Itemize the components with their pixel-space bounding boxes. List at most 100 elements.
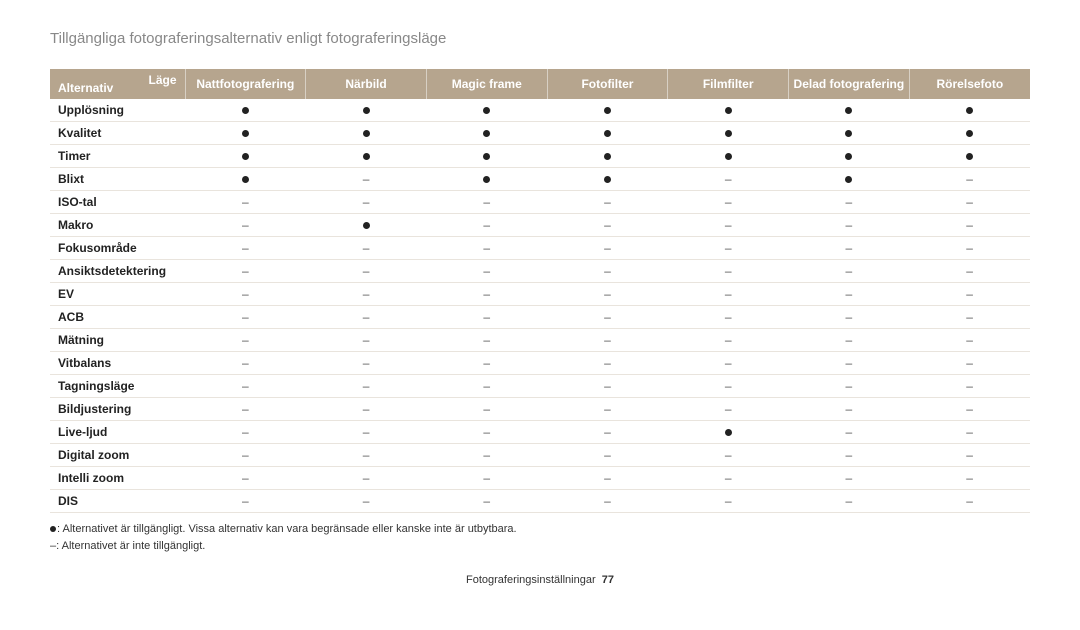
dash-icon: – bbox=[242, 264, 249, 278]
cell: – bbox=[789, 329, 910, 352]
cell: – bbox=[789, 260, 910, 283]
table-row: DIS––––––– bbox=[50, 490, 1030, 513]
cell: – bbox=[185, 467, 306, 490]
dash-icon: – bbox=[483, 264, 490, 278]
cell: – bbox=[306, 168, 427, 191]
cell bbox=[185, 122, 306, 145]
cell bbox=[909, 99, 1030, 122]
dash-icon: – bbox=[242, 471, 249, 485]
dash-icon: – bbox=[242, 241, 249, 255]
table-row: Live-ljud–––––– bbox=[50, 421, 1030, 444]
footer-page-number: 77 bbox=[602, 574, 614, 586]
cell bbox=[306, 214, 427, 237]
cell: – bbox=[668, 490, 789, 513]
cell: – bbox=[547, 191, 668, 214]
cell: – bbox=[668, 168, 789, 191]
dash-icon: – bbox=[725, 471, 732, 485]
cell: – bbox=[306, 283, 427, 306]
cell: – bbox=[789, 375, 910, 398]
cell bbox=[306, 145, 427, 168]
cell: – bbox=[789, 490, 910, 513]
dash-icon: – bbox=[966, 494, 973, 508]
cell: – bbox=[306, 398, 427, 421]
dash-icon: – bbox=[966, 264, 973, 278]
row-label: Live-ljud bbox=[50, 421, 185, 444]
col-header: Rörelsefoto bbox=[909, 69, 1030, 99]
dash-icon: – bbox=[725, 333, 732, 347]
row-label: Mätning bbox=[50, 329, 185, 352]
dash-icon: – bbox=[604, 264, 611, 278]
cell bbox=[789, 145, 910, 168]
cell bbox=[185, 145, 306, 168]
table-row: Blixt––– bbox=[50, 168, 1030, 191]
cell bbox=[668, 99, 789, 122]
dash-icon: – bbox=[242, 218, 249, 232]
dash-icon: – bbox=[846, 310, 853, 324]
cell: – bbox=[547, 375, 668, 398]
cell: – bbox=[426, 329, 547, 352]
cell: – bbox=[185, 260, 306, 283]
cell: – bbox=[426, 260, 547, 283]
dash-icon: – bbox=[966, 425, 973, 439]
row-label: EV bbox=[50, 283, 185, 306]
cell: – bbox=[909, 329, 1030, 352]
dash-icon: – bbox=[966, 402, 973, 416]
col-header: Närbild bbox=[306, 69, 427, 99]
table-row: Mätning––––––– bbox=[50, 329, 1030, 352]
cell: – bbox=[668, 283, 789, 306]
legend-text-1: : Alternativet är tillgängligt. Vissa al… bbox=[57, 523, 517, 535]
cell: – bbox=[185, 444, 306, 467]
dash-icon: – bbox=[604, 379, 611, 393]
row-label: Vitbalans bbox=[50, 352, 185, 375]
dot-icon bbox=[604, 130, 611, 137]
cell bbox=[668, 122, 789, 145]
dash-icon: – bbox=[363, 379, 370, 393]
row-label: Ansiktsdetektering bbox=[50, 260, 185, 283]
dash-icon: – bbox=[725, 218, 732, 232]
dash-icon: – bbox=[242, 494, 249, 508]
cell bbox=[185, 168, 306, 191]
dash-icon: – bbox=[363, 402, 370, 416]
cell: – bbox=[185, 191, 306, 214]
cell: – bbox=[668, 191, 789, 214]
dot-icon bbox=[363, 222, 370, 229]
dash-icon: – bbox=[483, 356, 490, 370]
cell: – bbox=[668, 329, 789, 352]
row-label: Bildjustering bbox=[50, 398, 185, 421]
col-header: Filmfilter bbox=[668, 69, 789, 99]
dot-icon bbox=[50, 526, 56, 532]
header-mode-label: Läge bbox=[148, 73, 176, 87]
cell: – bbox=[909, 352, 1030, 375]
row-label: Fokusområde bbox=[50, 237, 185, 260]
dot-icon bbox=[604, 107, 611, 114]
dash-icon: – bbox=[846, 287, 853, 301]
dash-icon: – bbox=[604, 356, 611, 370]
dash-icon: – bbox=[363, 241, 370, 255]
dash-icon: – bbox=[604, 494, 611, 508]
cell: – bbox=[909, 375, 1030, 398]
dash-icon: – bbox=[604, 471, 611, 485]
dash-icon: – bbox=[966, 172, 973, 186]
cell: – bbox=[426, 191, 547, 214]
dash-icon: – bbox=[483, 195, 490, 209]
dot-icon bbox=[483, 107, 490, 114]
dash-icon: – bbox=[846, 448, 853, 462]
table-row: Makro–––––– bbox=[50, 214, 1030, 237]
dash-icon: – bbox=[363, 356, 370, 370]
row-label: Intelli zoom bbox=[50, 467, 185, 490]
cell: – bbox=[426, 375, 547, 398]
dash-icon: – bbox=[242, 195, 249, 209]
dash-icon: – bbox=[483, 448, 490, 462]
dot-icon bbox=[845, 107, 852, 114]
dash-icon: – bbox=[846, 195, 853, 209]
cell: – bbox=[306, 237, 427, 260]
cell bbox=[547, 122, 668, 145]
dot-icon bbox=[242, 107, 249, 114]
cell: – bbox=[668, 237, 789, 260]
dash-icon: – bbox=[846, 333, 853, 347]
dash-icon: – bbox=[725, 241, 732, 255]
cell: – bbox=[909, 283, 1030, 306]
cell: – bbox=[426, 444, 547, 467]
cell: – bbox=[909, 467, 1030, 490]
dash-icon: – bbox=[483, 471, 490, 485]
